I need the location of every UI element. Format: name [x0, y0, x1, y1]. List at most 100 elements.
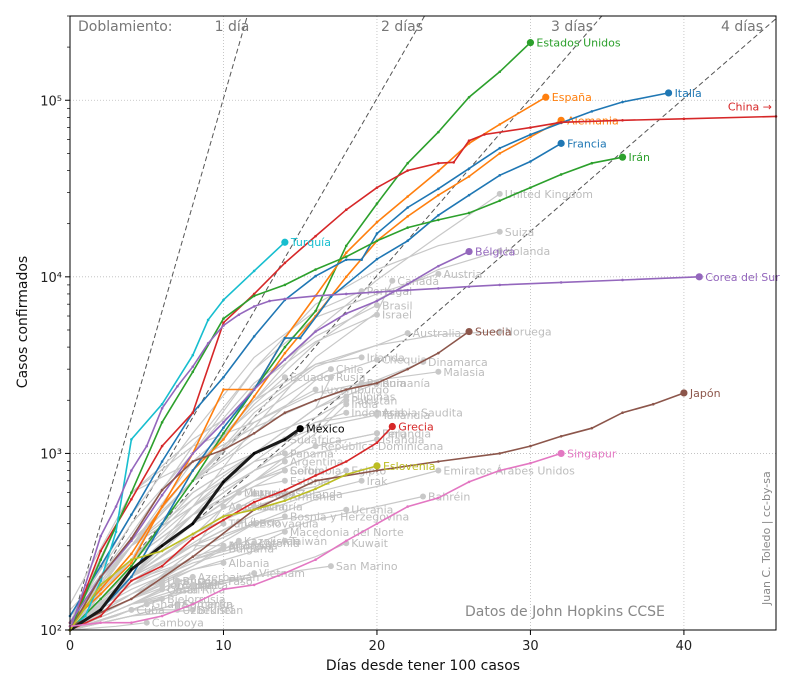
series-point — [191, 411, 195, 415]
series-end-point — [695, 273, 703, 281]
series-point — [467, 175, 471, 178]
series-point — [222, 298, 225, 302]
series-end-point — [388, 422, 396, 431]
series-end-point — [143, 601, 150, 608]
series-point — [559, 435, 563, 438]
series-line — [69, 231, 500, 617]
series-line — [69, 531, 286, 624]
series-line — [69, 480, 286, 624]
series-point — [559, 281, 563, 284]
series-point — [160, 421, 164, 424]
series-point — [437, 169, 440, 173]
series-end-point — [496, 248, 503, 255]
series-point — [130, 497, 133, 501]
series-label: Italia — [675, 87, 702, 100]
doubling-label: Doblamiento: — [78, 19, 173, 35]
series-point — [406, 169, 409, 172]
series-label: España — [552, 91, 592, 104]
series-label: Sudáfrica — [290, 433, 342, 446]
series-point — [314, 479, 317, 483]
series-point — [437, 351, 440, 355]
series-label: San Marino — [336, 560, 398, 573]
x-axis-title: Días desde tener 100 casos — [326, 658, 520, 674]
series-point — [191, 452, 195, 455]
series-end-point — [174, 581, 181, 588]
series-end-point — [281, 528, 288, 535]
series-point — [344, 388, 348, 391]
series-point — [344, 312, 348, 315]
series-label: Finlandia — [382, 427, 431, 440]
doubling-line — [69, 15, 425, 631]
series-point — [375, 299, 379, 303]
series-point — [314, 487, 317, 491]
x-tick-label: 30 — [522, 639, 539, 654]
series-end-point — [251, 490, 258, 497]
series-end-point — [327, 374, 334, 381]
series-point — [375, 469, 379, 472]
series-end-point — [159, 581, 166, 588]
doubling-line-label: 3 días — [551, 19, 593, 35]
series-label: Israel — [382, 309, 412, 322]
series-point — [344, 244, 348, 248]
series-label: United Kingdom — [505, 188, 593, 201]
series-point — [344, 473, 348, 476]
series-point — [437, 161, 440, 165]
series-point — [406, 195, 409, 198]
series-label: Túnez — [227, 518, 260, 531]
series-end-point — [281, 374, 288, 381]
series-label: Uzbekistán — [182, 604, 243, 617]
series-point — [283, 345, 287, 349]
series-point — [222, 426, 225, 429]
series-point — [130, 597, 133, 601]
series-label: Kuwait — [351, 537, 388, 550]
series-point — [252, 335, 256, 338]
series-point — [99, 564, 102, 568]
series-end-point — [220, 520, 227, 527]
series-end-point — [343, 506, 350, 513]
series-point — [191, 460, 195, 463]
series-point — [406, 288, 409, 292]
series-point — [130, 513, 133, 516]
series-label: Estados Unidos — [536, 37, 620, 50]
series-line — [69, 42, 531, 631]
series-point — [283, 411, 287, 415]
series-point — [99, 575, 102, 579]
series-end-point — [526, 39, 535, 47]
series-end-point — [465, 247, 473, 256]
series-end-point — [281, 238, 289, 246]
series-point — [483, 133, 486, 136]
series-point — [529, 160, 532, 163]
series-end-point — [281, 537, 288, 544]
series-point — [145, 444, 149, 448]
series-point — [114, 530, 118, 534]
x-tick-label: 0 — [66, 639, 74, 654]
series-point — [406, 161, 409, 165]
series-point — [498, 173, 502, 177]
series-end-point — [128, 606, 135, 613]
series-end-point — [435, 467, 442, 474]
series-point — [452, 161, 455, 164]
series-point — [344, 258, 348, 262]
series-point — [99, 597, 102, 601]
series-point — [344, 539, 348, 543]
series-point — [99, 558, 102, 562]
series-end-point — [358, 354, 365, 361]
series-label: Burkina Faso — [182, 575, 252, 588]
series-label: India — [351, 398, 378, 411]
series-label: Suecia — [475, 326, 512, 339]
series-end-point — [404, 330, 411, 337]
series-point — [191, 522, 195, 525]
series-point — [406, 282, 409, 286]
series-end-point — [664, 89, 673, 97]
series-line — [69, 388, 316, 605]
series-point — [406, 215, 409, 218]
series-line — [69, 96, 547, 624]
series-label: Malasia — [443, 366, 485, 379]
y-axis-title: Casos confirmados — [15, 256, 31, 388]
series-end-point — [189, 606, 196, 613]
series-point — [222, 431, 225, 435]
series-point — [344, 208, 348, 211]
series-point — [191, 353, 195, 357]
series-end-point — [373, 412, 380, 419]
series-label: Islandia — [382, 433, 425, 446]
